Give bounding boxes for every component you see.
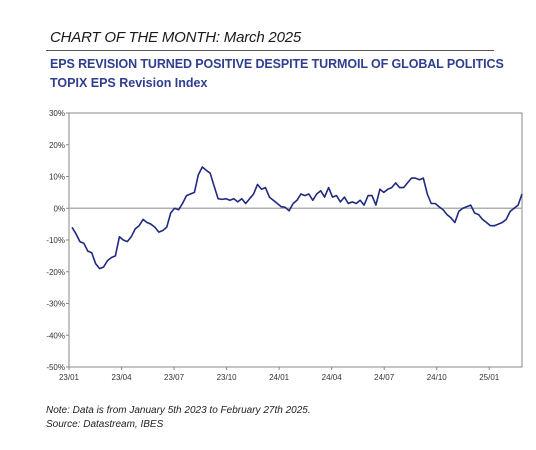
chart-title: EPS REVISION TURNED POSITIVE DESPITE TUR… bbox=[50, 57, 504, 71]
series-line bbox=[71, 166, 523, 270]
y-tick-label: 20% bbox=[49, 141, 65, 150]
data-range-note: Note: Data is from January 5th 2023 to F… bbox=[46, 405, 311, 416]
x-tick-label: 24/04 bbox=[322, 373, 343, 382]
x-tick-label: 23/04 bbox=[112, 373, 133, 382]
plot-frame bbox=[68, 112, 523, 368]
x-tick-label: 24/07 bbox=[374, 373, 395, 382]
y-tick-label: -50% bbox=[46, 363, 65, 372]
y-tick-label: -10% bbox=[46, 236, 65, 245]
y-tick-label: -40% bbox=[46, 331, 65, 340]
x-tick-label: 23/10 bbox=[217, 373, 238, 382]
y-tick-label: 30% bbox=[49, 109, 65, 118]
header-divider bbox=[46, 50, 494, 51]
x-tick-label: 24/01 bbox=[269, 373, 290, 382]
x-tick-label: 25/01 bbox=[479, 373, 500, 382]
page-header-title: CHART OF THE MONTH: March 2025 bbox=[50, 29, 301, 46]
y-tick-label: 10% bbox=[49, 173, 65, 182]
chart-footnotes: Note: Data is from January 5th 2023 to F… bbox=[46, 404, 311, 432]
chart-subtitle: TOPIX EPS Revision Index bbox=[50, 76, 208, 90]
y-tick-label: 0% bbox=[53, 204, 65, 213]
x-tick-label: 23/01 bbox=[59, 373, 80, 382]
y-tick-label: -20% bbox=[46, 268, 65, 277]
x-tick-label: 24/10 bbox=[427, 373, 448, 382]
source-note: Source: Datastream, IBES bbox=[46, 419, 164, 430]
x-tick-label: 23/07 bbox=[164, 373, 185, 382]
y-tick-label: -30% bbox=[46, 300, 65, 309]
